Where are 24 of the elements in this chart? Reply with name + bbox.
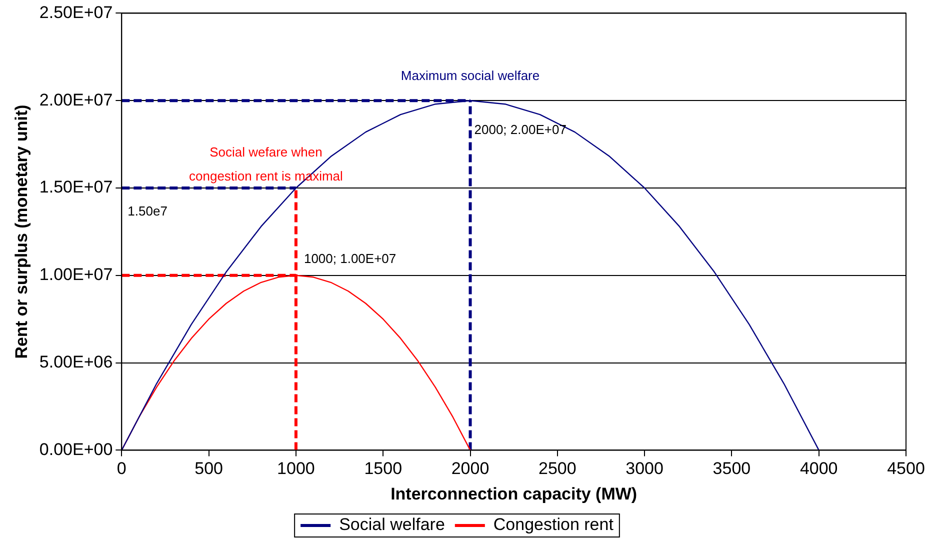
y-axis-title: Rent or surplus (monetary unit) <box>12 104 31 359</box>
y-tick-label: 5.00E+06 <box>39 352 113 372</box>
x-tick-label: 4500 <box>887 459 925 478</box>
y-tick-label: 2.50E+07 <box>39 2 113 22</box>
annotation: 1000; 1.00E+07 <box>304 250 396 266</box>
y-tick-label: 1.50E+07 <box>39 178 113 197</box>
x-tick-label: 3000 <box>626 459 664 478</box>
x-tick-label: 2500 <box>538 459 576 478</box>
x-tick-label: 3500 <box>712 459 751 478</box>
x-tick-label: 4000 <box>800 459 838 478</box>
x-axis-title: Interconnection capacity (MW) <box>390 484 638 504</box>
annotation: Maximum social welfare <box>400 68 540 84</box>
y-tick-label: 0.00E+00 <box>39 440 113 459</box>
y-tick-label: 1.00E+07 <box>39 265 113 284</box>
legend-label: Congestion rent <box>493 515 614 534</box>
y-tick-label: 2.00E+07 <box>39 90 113 110</box>
annotation: 2000; 2.00E+07 <box>474 122 566 138</box>
annotation: 1.50e7 <box>128 204 168 219</box>
x-tick-label: 2000 <box>451 459 490 478</box>
legend-label: Social welfare <box>339 515 445 534</box>
x-tick-label: 1500 <box>364 459 402 478</box>
x-tick-label: 0 <box>116 459 126 478</box>
x-tick-label: 500 <box>194 459 223 478</box>
x-tick-label: 1000 <box>277 459 315 478</box>
